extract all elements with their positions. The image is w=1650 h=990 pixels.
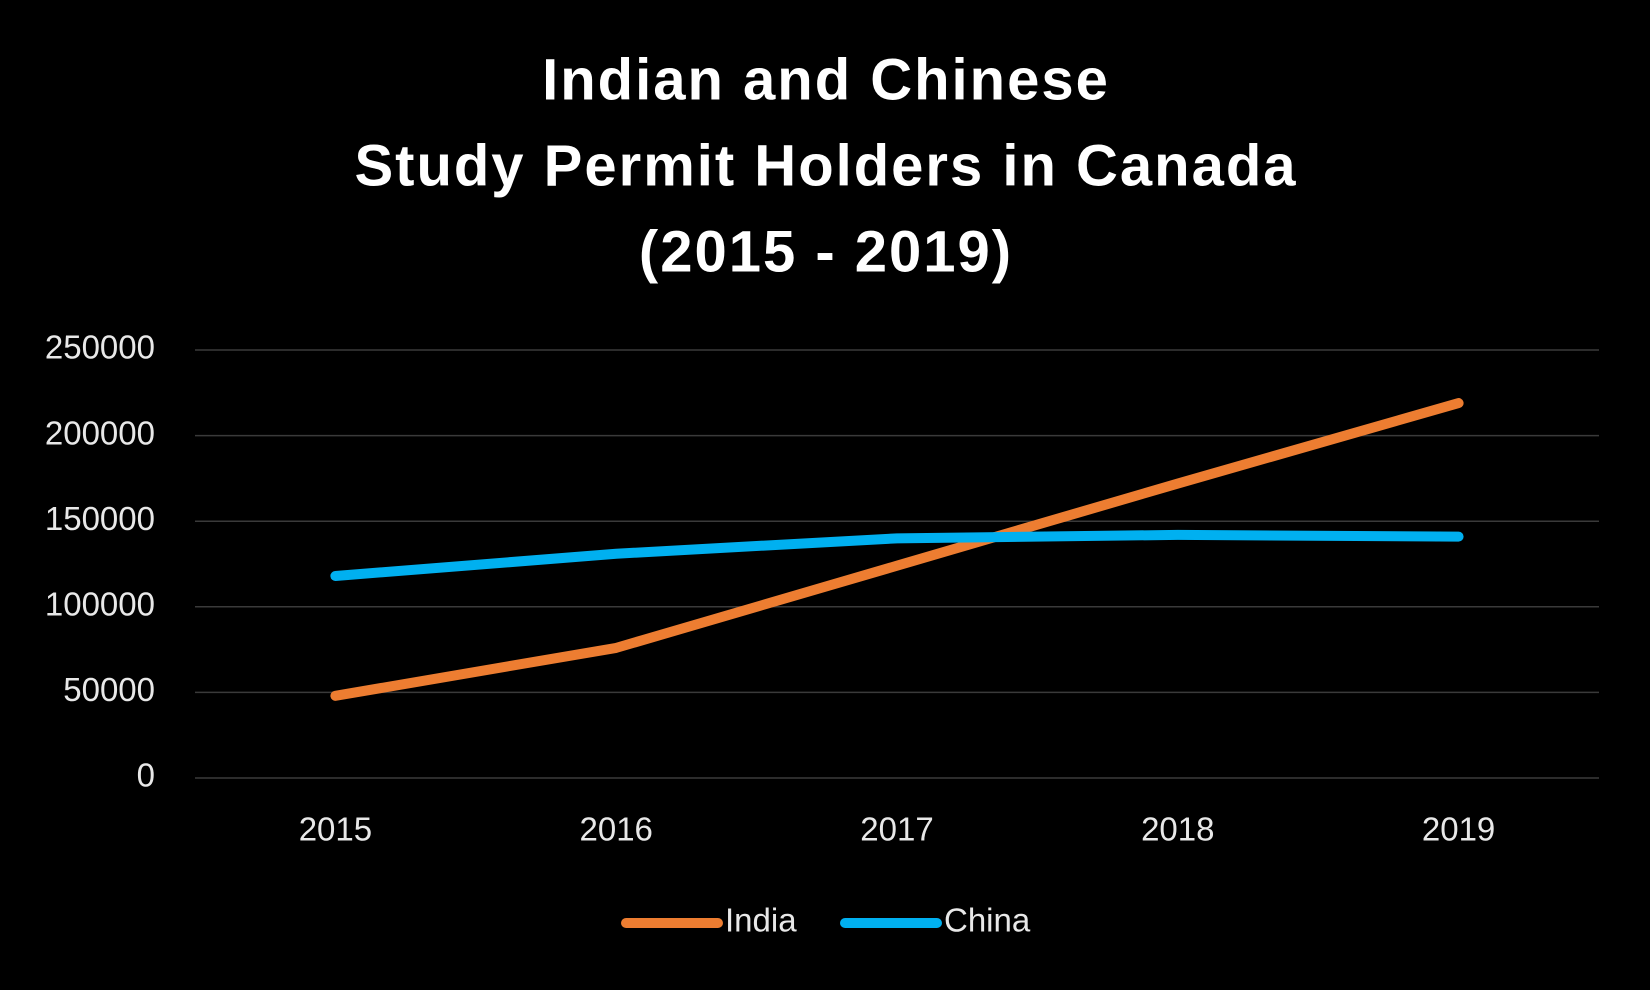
y-tick-label: 0: [137, 757, 155, 794]
legend-label: China: [944, 902, 1031, 939]
y-tick-label: 100000: [45, 586, 155, 623]
x-tick-label: 2016: [579, 811, 652, 848]
x-tick-label: 2019: [1422, 811, 1495, 848]
chart-title: Study Permit Holders in Canada: [354, 133, 1297, 198]
chart-title: (2015 - 2019): [639, 219, 1013, 284]
y-tick-label: 150000: [45, 500, 155, 537]
x-tick-label: 2018: [1141, 811, 1214, 848]
y-tick-label: 250000: [45, 329, 155, 366]
x-tick-label: 2015: [299, 811, 372, 848]
data-line: [330, 529, 1464, 581]
data-line: [330, 398, 1464, 701]
legend-label: India: [725, 902, 797, 939]
y-tick-label: 200000: [45, 414, 155, 451]
x-tick-label: 2017: [860, 811, 933, 848]
chart-title: Indian and Chinese: [542, 47, 1110, 112]
y-tick-label: 50000: [63, 671, 155, 708]
